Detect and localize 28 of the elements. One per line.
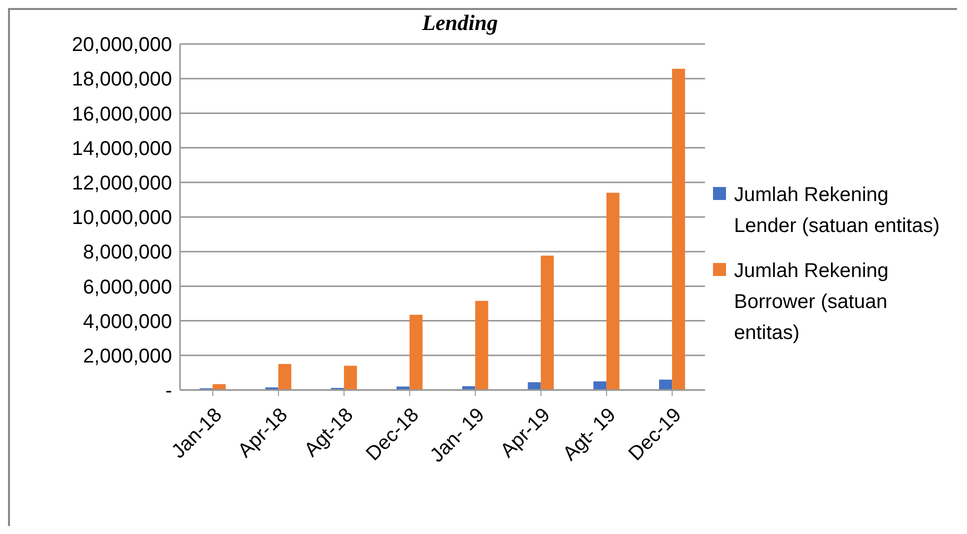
y-tick-label: 18,000,000 [72, 68, 172, 91]
y-tick-label: 16,000,000 [72, 103, 172, 126]
bar [212, 384, 226, 390]
bar [672, 68, 686, 390]
bar [344, 366, 357, 390]
bar [540, 256, 554, 390]
y-tick-label: 6,000,000 [83, 276, 172, 298]
y-tick-label: 2,000,000 [83, 346, 172, 368]
bar [410, 314, 423, 390]
x-tick-label: Agt- 19 [558, 404, 620, 466]
y-tick-label: 14,000,000 [72, 138, 172, 160]
chart-title: Lending [421, 10, 499, 36]
y-tick-label: 4,000,000 [83, 310, 172, 333]
bar [462, 386, 476, 390]
legend-label: Jumlah Rekening Borrower (satuan entitas) [734, 259, 890, 346]
y-tick-label: - [165, 380, 172, 402]
y-tick-label: 8,000,000 [83, 242, 172, 264]
y-tick-label: 10,000,000 [72, 207, 172, 230]
bar [278, 364, 292, 390]
bar [528, 382, 541, 390]
legend-label: Jumlah Rekening Lender (satuan entitas) [734, 183, 941, 239]
bar [475, 300, 488, 390]
bar [593, 381, 606, 390]
x-tick-label: Jan- 19 [426, 404, 489, 467]
y-tick-label: 12,000,000 [72, 172, 172, 194]
y-tick-label: 20,000,000 [72, 34, 172, 56]
bar [659, 380, 672, 390]
bar [606, 192, 620, 390]
